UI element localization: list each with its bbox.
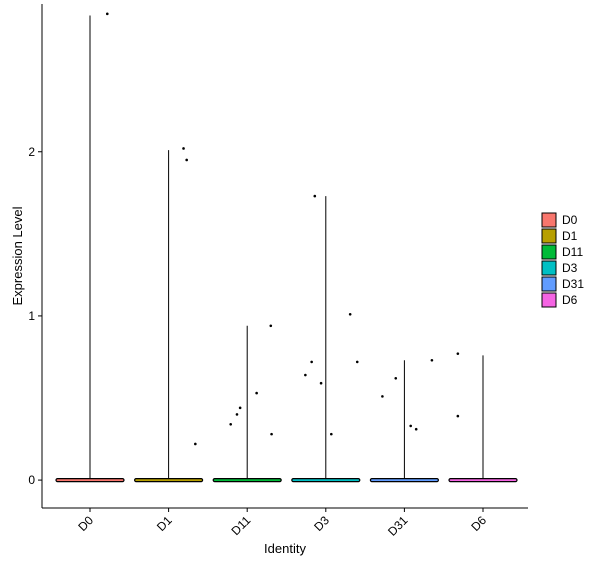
data-point <box>330 432 333 436</box>
data-point <box>456 414 460 418</box>
violin-d6 <box>448 355 518 483</box>
legend-swatch <box>541 260 557 276</box>
jitter-points <box>105 12 460 446</box>
violins <box>55 15 518 483</box>
data-point <box>238 406 242 410</box>
violin-d1 <box>134 150 204 483</box>
legend-label: D3 <box>562 261 578 275</box>
axes <box>41 4 528 509</box>
y-tick-label: 2 <box>28 145 35 159</box>
data-point <box>185 158 188 162</box>
data-point <box>394 377 398 380</box>
data-point <box>235 413 239 416</box>
data-point <box>270 432 273 436</box>
data-point <box>430 358 434 362</box>
violin-body <box>212 477 282 483</box>
data-point <box>313 194 317 198</box>
x-tick-label: D31 <box>385 513 411 539</box>
x-axis-label: Identity <box>264 541 306 556</box>
data-point <box>310 360 313 364</box>
data-point <box>348 312 352 316</box>
data-point <box>194 442 197 446</box>
violin-body <box>448 477 518 483</box>
x-ticks: D0 D1 D11 D3 D31 D6 <box>75 508 489 539</box>
x-tick-label: D0 <box>75 513 96 534</box>
violin-d11 <box>212 325 282 483</box>
data-point <box>255 391 258 395</box>
violin-d3 <box>291 196 361 483</box>
data-point <box>355 360 359 364</box>
legend-label: D11 <box>562 245 583 259</box>
violin-d0 <box>55 15 125 483</box>
violin-body <box>369 477 439 483</box>
y-ticks: 0 1 2 <box>28 145 42 487</box>
legend-swatch <box>541 228 557 244</box>
data-point <box>269 324 273 328</box>
legend-swatch <box>541 212 557 228</box>
violin-body <box>291 477 361 483</box>
y-tick-label: 1 <box>28 309 35 323</box>
legend-swatch <box>541 276 557 292</box>
legend-label: D6 <box>562 293 578 307</box>
y-tick-label: 0 <box>28 473 35 487</box>
legend-swatch <box>541 292 557 308</box>
data-point <box>319 381 323 385</box>
legend-swatch <box>541 244 557 260</box>
violin-body <box>55 477 125 483</box>
data-point <box>229 422 232 426</box>
legend-label: D1 <box>562 229 578 243</box>
legend: D0 D1 D11 D3 D31 D6 <box>541 212 584 308</box>
data-point <box>414 427 418 431</box>
data-point <box>105 12 109 16</box>
legend-label: D31 <box>562 277 584 291</box>
data-point <box>456 352 460 355</box>
x-tick-label: D3 <box>311 513 332 534</box>
data-point <box>304 373 307 377</box>
data-point <box>381 395 384 398</box>
x-tick-label: D11 <box>228 513 253 538</box>
violin-body <box>134 477 204 483</box>
legend-label: D0 <box>562 213 578 227</box>
data-point <box>409 424 412 428</box>
x-tick-label: D6 <box>468 513 489 534</box>
y-axis-label: Expression Level <box>10 206 25 305</box>
data-point <box>182 147 185 150</box>
violin-d31 <box>369 360 439 483</box>
x-tick-label: D1 <box>154 513 175 534</box>
